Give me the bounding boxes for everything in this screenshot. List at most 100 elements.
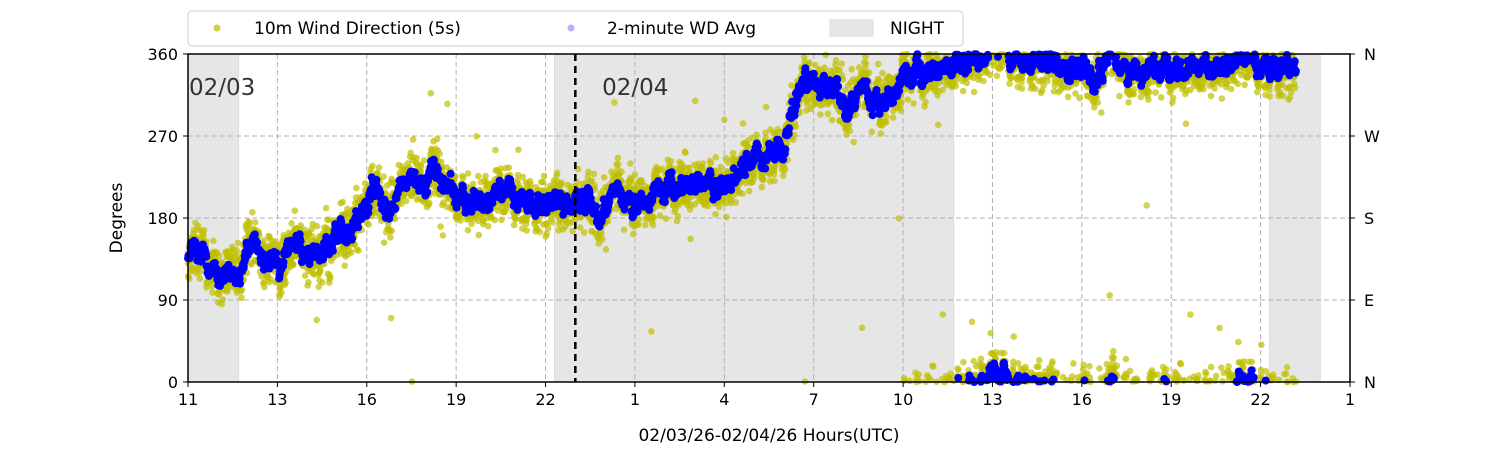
wind-direction-5s-point <box>1019 85 1026 92</box>
wind-direction-5s-point <box>793 123 800 130</box>
wind-direction-5s-point <box>663 215 670 222</box>
wind-direction-5s-point <box>825 111 832 118</box>
wind-direction-5s-point <box>642 222 649 229</box>
wind-direction-5s-point <box>591 171 598 178</box>
wind-direction-5s-point <box>1211 85 1218 92</box>
wind-direction-5s-point <box>1134 377 1141 384</box>
wind-direction-5s-point <box>915 371 922 378</box>
wind-direction-5s-point <box>436 151 443 158</box>
wind-direction-5s-point <box>387 234 394 241</box>
wind-direction-5s-point <box>960 359 967 366</box>
wind-direction-5s-point <box>558 179 565 186</box>
wind-direction-5s-point <box>971 89 978 96</box>
wind-direction-5s-point <box>238 295 245 302</box>
wind-direction-5s-point <box>475 232 482 239</box>
wind-direction-5s-point <box>850 139 857 146</box>
wind-direction-5s-point <box>708 160 715 167</box>
wind-direction-5s-point <box>940 311 947 318</box>
wind-direction-5s-point <box>964 80 971 87</box>
wind-direction-5s-point <box>615 161 622 168</box>
wind-direction-5s-point <box>1076 95 1083 102</box>
wind-direction-5s-point <box>759 184 766 191</box>
wind-direction-5s-point <box>712 211 719 218</box>
wind-direction-5s-point <box>916 378 923 385</box>
wind-direction-5s-point <box>1049 358 1056 365</box>
wind-direction-5s-point <box>630 231 637 238</box>
wind-direction-5s-point <box>444 101 451 108</box>
wind-direction-5s-point <box>549 219 556 226</box>
wind-direction-5s-point <box>879 70 886 77</box>
wind-direction-5s-point <box>314 223 321 230</box>
wind-direction-5s-point <box>700 160 707 167</box>
wind-direction-5s-point <box>760 176 767 183</box>
wind-direction-5s-point <box>907 378 914 385</box>
wind-direction-5s-point <box>319 279 326 286</box>
wind-direction-5s-point <box>705 203 712 210</box>
wind-direction-5s-point <box>833 57 840 64</box>
wind-direction-5s-point <box>339 199 346 206</box>
wind-direction-5s-point <box>413 155 420 162</box>
wind-direction-5s-point <box>930 363 937 370</box>
wind-direction-5s-point <box>581 229 588 236</box>
wind-direction-5s-point <box>540 179 547 186</box>
wind-direction-5s-point <box>426 200 433 207</box>
wind-direction-5s-point <box>186 276 193 283</box>
wind-direction-5s-point <box>751 175 758 182</box>
wind-direction-5s-point <box>341 262 348 269</box>
wind-direction-5s-point <box>470 181 477 188</box>
wind-direction-5s-point <box>829 117 836 124</box>
wind-direction-5s-point <box>1131 86 1138 93</box>
wind-direction-5s-point <box>1163 366 1170 373</box>
wind-direction-5s-point <box>763 104 770 111</box>
wind-direction-5s-point <box>1146 89 1153 96</box>
wind-direction-5s-point <box>523 227 530 234</box>
wind-direction-5s-point <box>1127 368 1134 375</box>
wind-direction-5s-point <box>863 60 870 67</box>
wind-direction-5s-point <box>953 83 960 90</box>
wind-direction-5s-point <box>745 143 752 150</box>
wind-direction-5s-point <box>1195 372 1202 379</box>
wind-direction-5s-point <box>233 247 240 254</box>
wind-direction-5s-point <box>718 164 725 171</box>
wind-direction-5s-point <box>1219 95 1226 102</box>
wind-direction-5s-point <box>498 217 505 224</box>
wind-direction-5s-point <box>437 223 444 230</box>
wind-direction-5s-point <box>1098 109 1105 116</box>
wind-direction-5s-point <box>1216 325 1223 332</box>
wind-direction-5s-point <box>421 157 428 164</box>
wind-direction-5s-point <box>1208 93 1215 100</box>
wind-direction-5s-point <box>1208 364 1215 371</box>
wind-direction-5s-point <box>987 330 994 337</box>
wind-direction-5s-point <box>353 185 360 192</box>
wind-direction-5s-point <box>365 221 372 228</box>
wind-direction-5s-point <box>506 164 513 171</box>
wind-direction-5s-point <box>434 136 441 143</box>
wind-direction-5s-point <box>905 96 912 103</box>
wind-direction-5s-point <box>196 269 203 276</box>
wind-direction-5s-point <box>482 173 489 180</box>
wind-direction-5s-point <box>305 279 312 286</box>
wind-direction-5s-point <box>723 214 730 221</box>
wind-direction-5s-point <box>201 227 208 234</box>
wind-direction-5s-point <box>650 222 657 229</box>
wind-direction-5s-point <box>1035 363 1042 370</box>
wind-direction-5s-point <box>838 60 845 67</box>
wind-direction-5s-point <box>473 133 480 140</box>
wind-direction-5s-point <box>475 173 482 180</box>
wind-direction-5s-point <box>1143 202 1150 209</box>
wind-direction-5s-point <box>848 66 855 73</box>
wind-direction-5s-point <box>1170 95 1177 102</box>
wind-direction-5s-point <box>1213 373 1220 380</box>
wind-direction-5s-point <box>876 77 883 84</box>
wind-direction-5s-point <box>692 98 699 105</box>
wind-direction-5s-point <box>249 209 256 216</box>
wind-direction-5s-point <box>465 227 472 234</box>
wind-direction-5s-point <box>376 164 383 171</box>
wind-direction-5s-point <box>348 249 355 256</box>
wind-direction-5s-point <box>219 296 226 303</box>
wind-direction-5s-point <box>657 212 664 219</box>
wind-direction-5s-point <box>403 198 410 205</box>
wind-direction-5s-point <box>1241 82 1248 89</box>
wind-direction-5s-point <box>1116 93 1123 100</box>
